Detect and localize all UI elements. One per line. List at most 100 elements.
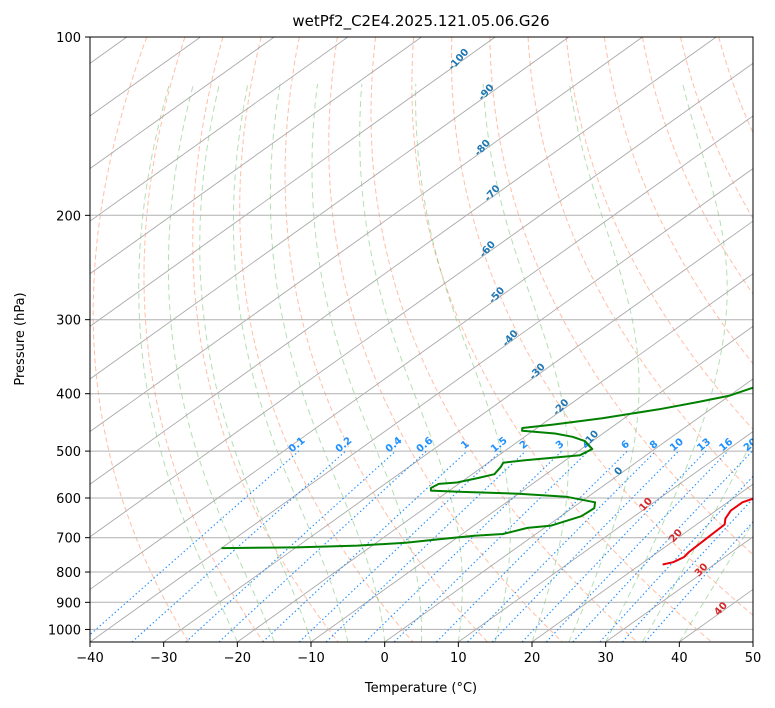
- y-tick-label: 800: [56, 566, 81, 581]
- isotherm-line: [384, 378, 753, 642]
- isotherm-line: [90, 37, 275, 170]
- isotherm-label: 40: [712, 600, 730, 618]
- dry-adiabat-line: [192, 37, 339, 642]
- mixing-ratio-line: [364, 450, 563, 642]
- mixing-ratio-label: 2: [518, 439, 530, 452]
- isotherm-line: [237, 273, 753, 642]
- x-tick-label: −10: [297, 651, 324, 666]
- mixing-ratio-label: 25: [766, 436, 775, 453]
- dry-adiabat-line: [565, 37, 753, 431]
- x-tick-label: 0: [381, 651, 389, 666]
- moist-adiabat-line: [232, 83, 349, 642]
- dry-adiabat-line: [239, 37, 414, 642]
- mixing-ratio-line: [298, 450, 502, 642]
- isotherm-line: [90, 115, 753, 590]
- mixing-ratio-label: 0.4: [384, 435, 405, 455]
- isotherm-label: -60: [478, 239, 498, 260]
- isotherm-line: [90, 37, 201, 117]
- moist-adiabat-line: [605, 83, 728, 642]
- moist-adiabat-line: [415, 83, 511, 642]
- x-axis-label: Temperature (°C): [364, 681, 477, 696]
- isotherm-line: [90, 62, 753, 538]
- mixing-ratio-line: [572, 450, 753, 642]
- mixing-ratio-label: 6: [619, 439, 631, 452]
- mixing-ratio-label: 3: [554, 439, 566, 452]
- y-tick-label: 100: [56, 31, 81, 46]
- mixing-ratio-line: [599, 475, 753, 642]
- isotherm-line: [163, 220, 753, 642]
- isotherm-line: [90, 37, 717, 485]
- y-tick-label: 300: [56, 314, 81, 329]
- mixing-ratio-label: 0.1: [287, 435, 308, 455]
- dry-adiabat-line: [718, 37, 753, 134]
- mixing-ratio-label: 1.5: [489, 435, 510, 455]
- isotherm-line: [310, 325, 753, 642]
- mixing-ratio-line: [393, 450, 589, 642]
- moist-adiabat-line: [167, 83, 275, 642]
- x-tick-label: 50: [745, 651, 762, 666]
- moist-adiabat-line: [568, 83, 640, 642]
- mixing-ratio-line: [545, 450, 729, 642]
- isotherm-label: 10: [637, 496, 655, 514]
- dry-adiabat-line: [328, 37, 563, 642]
- sounding-trace: [662, 497, 753, 566]
- isotherm-label: 30: [693, 561, 711, 579]
- x-tick-label: 20: [524, 651, 541, 666]
- dry-adiabat-line: [451, 37, 753, 616]
- mixing-ratio-label: 8: [648, 439, 660, 452]
- sounding-trace: [221, 386, 753, 550]
- isotherm-label: -80: [473, 138, 493, 159]
- isotherm-line: [605, 536, 753, 642]
- isotherm-line: [531, 483, 753, 642]
- x-tick-label: 40: [671, 651, 688, 666]
- mixing-ratio-line: [325, 450, 527, 642]
- isotherm-label: -30: [528, 362, 548, 383]
- isotherm-label: -50: [487, 285, 507, 306]
- isotherm-line: [90, 37, 496, 327]
- isotherm-label: -100: [446, 47, 471, 73]
- mixing-ratio-line: [90, 450, 300, 636]
- y-tick-label: 1000: [48, 623, 81, 638]
- moist-adiabat-line: [482, 83, 569, 642]
- background-lines: [90, 37, 753, 642]
- isotherm-line: [90, 37, 643, 433]
- moist-adiabat-line: [138, 83, 238, 642]
- dry-adiabat-line: [284, 37, 488, 642]
- moist-adiabat-line: [199, 83, 312, 642]
- dry-adiabat-line: [527, 37, 753, 494]
- y-tick-label: 700: [56, 532, 81, 547]
- moist-adiabat-line: [311, 83, 423, 642]
- isotherm-line: [90, 167, 753, 642]
- sounding-traces: [221, 386, 753, 566]
- dry-adiabat-line: [489, 37, 753, 556]
- dry-adiabat-line: [680, 37, 753, 220]
- isotherm-label: 20: [667, 527, 685, 545]
- dry-adiabat-line: [370, 37, 638, 642]
- mixing-ratio-line: [467, 450, 657, 642]
- isotherm-line: [752, 641, 753, 642]
- y-tick-label: 500: [56, 445, 81, 460]
- y-tick-label: 400: [56, 388, 81, 403]
- isotherm-label: -20: [551, 397, 571, 418]
- moist-adiabat-line: [678, 521, 753, 642]
- x-tick-label: −30: [150, 651, 177, 666]
- moist-adiabat-line: [269, 83, 386, 642]
- mixing-ratio-line: [621, 497, 753, 642]
- chart-title: wetPf2_C2E4.2025.121.05.06.G26: [292, 12, 549, 31]
- mixing-ratio-line: [436, 450, 628, 642]
- x-tick-label: 30: [597, 651, 614, 666]
- mixing-ratio-line: [644, 521, 753, 642]
- isotherm-label: -90: [476, 82, 496, 103]
- isotherm-label: -40: [501, 328, 521, 349]
- mixing-ratio-label: 20: [742, 436, 760, 453]
- x-axis-ticks: −40 −30 −20 −10 0 10 20 30 40 50: [76, 642, 761, 666]
- y-axis-label: Pressure (hPa): [13, 292, 28, 385]
- moist-adiabat-line: [642, 438, 753, 642]
- isotherm-label: 0: [613, 465, 626, 478]
- mixing-ratio-line: [131, 450, 347, 642]
- dry-adiabat-line: [411, 37, 713, 642]
- mixing-ratio-line: [521, 450, 707, 642]
- dry-adiabat-line: [92, 37, 190, 642]
- x-tick-label: −40: [76, 651, 103, 666]
